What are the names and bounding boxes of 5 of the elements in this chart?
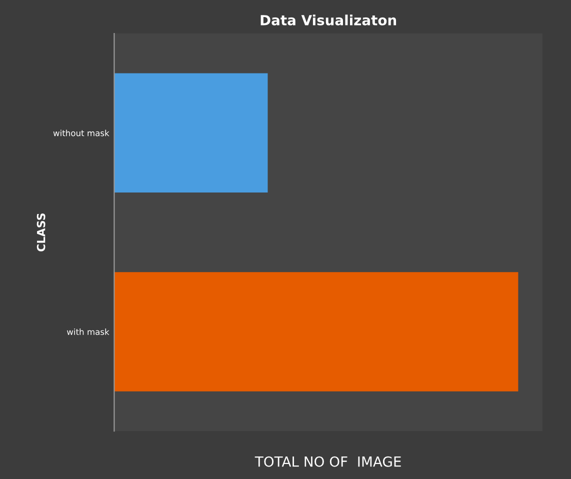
y-tick-label: without mask: [53, 130, 110, 136]
y-axis-title: CLASS: [36, 213, 46, 252]
y-tick-label: with mask: [66, 328, 110, 335]
x-axis-title: TOTAL NO OF IMAGE: [254, 456, 401, 467]
chart-title: Data Visualizaton: [260, 14, 396, 26]
